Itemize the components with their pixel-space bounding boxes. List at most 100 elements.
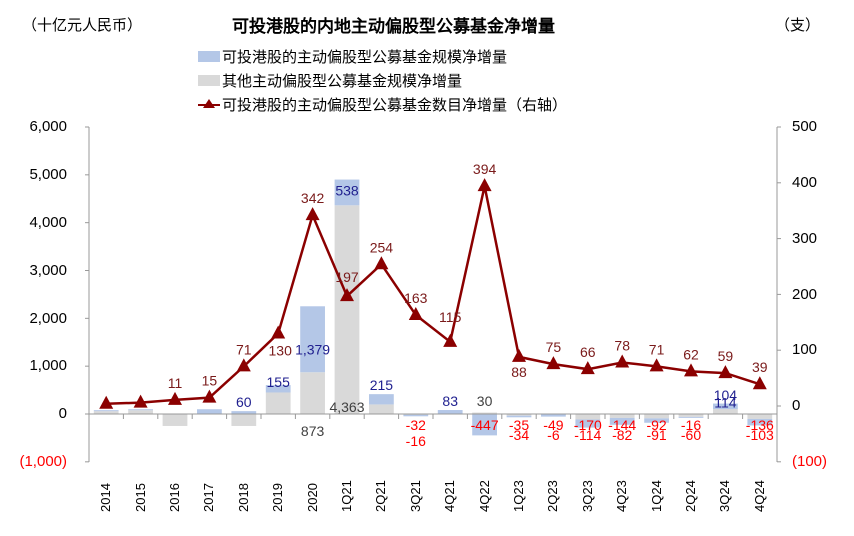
x-category-label: 2019 (270, 483, 286, 512)
line-data-label: 39 (752, 359, 768, 375)
x-category-label: 2Q23 (545, 480, 561, 512)
x-category-label: 4Q24 (751, 480, 767, 512)
x-category-label: 2018 (235, 483, 251, 512)
x-category-label: 3Q21 (407, 480, 423, 512)
triangle-marker-icon (168, 391, 182, 405)
left-tick: 4,000 (29, 214, 67, 231)
triangle-marker-icon (408, 307, 423, 321)
bar-other-aum (369, 404, 394, 414)
chart-title: 可投港股的内地主动偏股型公募基金净增量 (232, 17, 555, 36)
x-category-label: 1Q24 (648, 480, 664, 512)
bar-other-aum (678, 414, 704, 417)
bar-other-aum (506, 414, 532, 416)
line-data-label: 163 (404, 290, 428, 306)
line-data-label: 71 (236, 341, 252, 357)
bar-other-aum (747, 414, 773, 419)
right-tick: 300 (792, 230, 818, 247)
bar-label-hk: -447 (471, 417, 499, 433)
legend-swatch-gray-icon (198, 74, 220, 86)
left-tick: 5,000 (29, 166, 67, 183)
bar-label-hk: 155 (267, 374, 291, 390)
bar-other-aum (472, 412, 497, 414)
bar-hk-eligible-aum (609, 417, 635, 425)
x-category-label: 2017 (201, 483, 217, 512)
bar-hk-eligible-aum (334, 179, 360, 206)
triangle-marker-icon (202, 389, 217, 403)
right-tick: 500 (792, 118, 818, 135)
left-tick: 1,000 (29, 357, 67, 374)
bar-label-other: 104 (714, 387, 738, 403)
bar-label-hk: 83 (442, 393, 458, 409)
bar-other-aum (128, 410, 153, 414)
x-category-label: 2014 (98, 483, 114, 512)
bar-label-hk: -92 (646, 417, 666, 433)
bar-label-other: -16 (406, 433, 426, 449)
bar-label-hk: 60 (236, 394, 252, 410)
bar-hk-eligible-aum (541, 414, 566, 417)
legend-item-fund-count: 可投港股的主动偏股型公募基金数目净增量（右轴） (198, 92, 567, 116)
triangle-marker-icon (443, 333, 458, 347)
triangle-marker-icon (649, 358, 664, 372)
line-data-label: 78 (614, 337, 630, 353)
x-category-label: 2016 (167, 483, 182, 512)
x-category-label: 4Q23 (614, 480, 630, 512)
right-tick: 400 (792, 174, 818, 191)
bar-other-aum (609, 414, 635, 418)
bar-label-hk: 538 (335, 183, 359, 199)
triangle-marker-icon (512, 348, 526, 362)
triangle-marker-icon (305, 207, 320, 221)
right-axis-unit: （支） (775, 17, 821, 34)
triangle-marker-icon (340, 288, 354, 302)
line-data-label: 62 (683, 346, 699, 362)
bar-hk-eligible-aum (197, 409, 222, 414)
bar-other-aum (231, 414, 257, 426)
bar-label-hk: -136 (746, 417, 774, 433)
x-category-label: 2Q21 (373, 480, 389, 512)
triangle-marker-icon (133, 394, 148, 408)
bar-label-hk: 215 (370, 377, 394, 393)
triangle-marker-icon (684, 363, 698, 377)
legend-item-hk-eligible-aum: 可投港股的主动偏股型公募基金规模净增量 (198, 44, 567, 68)
bar-hk-eligible-aum (403, 414, 429, 417)
bar-other-aum (713, 409, 738, 414)
line-data-label: 11 (168, 375, 183, 391)
x-category-label: 2015 (132, 483, 148, 512)
line-data-label: 75 (546, 339, 562, 355)
bar-label-hk: 1,379 (295, 341, 330, 357)
x-category-label: 3Q24 (717, 480, 733, 512)
line-data-label: 115 (439, 309, 462, 325)
triangle-marker-icon (718, 365, 733, 379)
right-tick-negative: (100) (792, 453, 828, 470)
bar-label-hk: -35 (509, 417, 529, 433)
bar-other-aum (162, 414, 188, 426)
triangle-marker-icon (752, 376, 767, 390)
triangle-marker-icon (580, 361, 595, 375)
left-tick: 2,000 (29, 310, 67, 327)
bar-label-hk: -144 (608, 417, 636, 433)
right-tick: 200 (792, 286, 818, 303)
bar-label-hk: -49 (543, 417, 563, 433)
line-data-label: 394 (473, 161, 497, 177)
bar-hk-eligible-aum (644, 418, 669, 423)
bar-hk-eligible-aum (678, 416, 704, 418)
bar-label-hk: -32 (406, 417, 426, 433)
bar-hk-eligible-aum (575, 419, 601, 428)
line-data-label: 15 (202, 373, 218, 389)
bar-hk-eligible-aum (713, 403, 738, 410)
x-category-label: 4Q22 (476, 480, 492, 512)
bar-hk-eligible-aum (369, 394, 394, 405)
bar-hk-eligible-aum (300, 306, 325, 373)
triangle-marker-icon (271, 325, 286, 339)
right-tick: 100 (792, 341, 818, 358)
bar-hk-eligible-aum (231, 411, 257, 414)
legend-swatch-blue-icon (198, 50, 220, 62)
legend-label: 其他主动偏股型公募基金规模净增量 (222, 72, 463, 90)
line-data-label: 71 (649, 341, 665, 357)
line-data-label: 59 (718, 348, 734, 364)
bar-hk-eligible-aum (128, 409, 153, 411)
bar-label-other: -91 (646, 427, 666, 443)
legend-label: 可投港股的主动偏股型公募基金数目净增量（右轴） (222, 96, 568, 114)
legend: 可投港股的主动偏股型公募基金规模净增量 其他主动偏股型公募基金规模净增量 可投港… (198, 44, 567, 116)
bar-label-other: 873 (301, 423, 325, 439)
line-data-label: 130 (269, 342, 293, 358)
